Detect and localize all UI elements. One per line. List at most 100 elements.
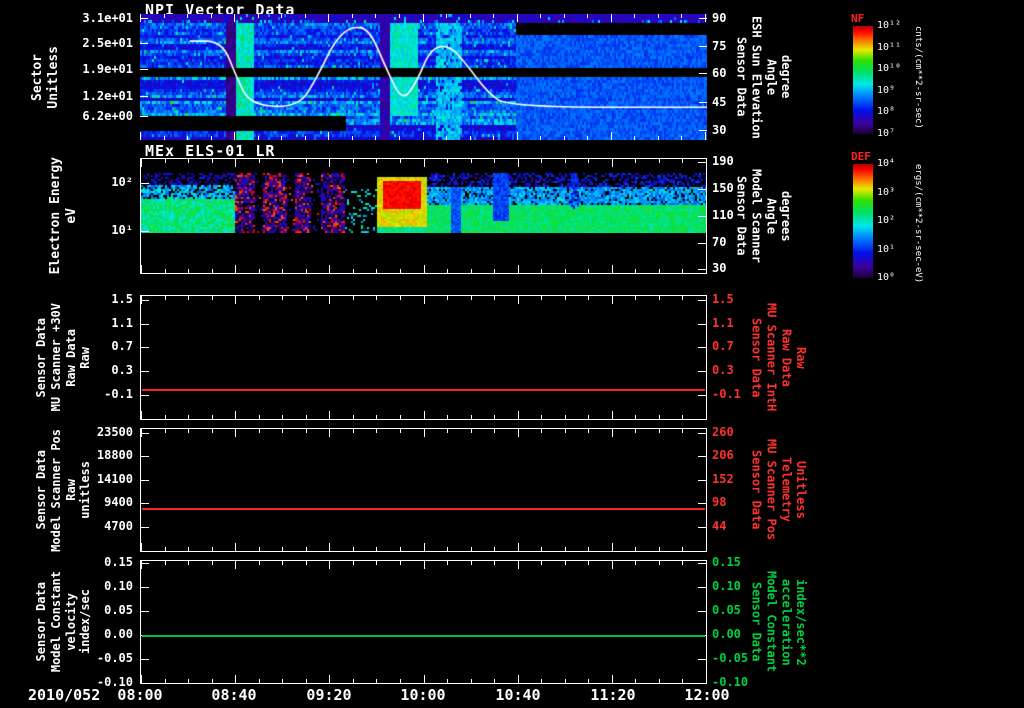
y-tick-mark <box>141 658 149 660</box>
y-tick-label-left: 1.1 <box>111 315 133 330</box>
y-tick-mark <box>140 17 148 19</box>
y-tick-label-right: 90 <box>712 10 727 25</box>
y-tick-mark <box>141 347 149 349</box>
x-tick-mark <box>376 269 378 273</box>
x-tick-mark <box>564 561 566 565</box>
x-tick-mark <box>352 561 354 565</box>
y-tick-label-right: 0.3 <box>712 363 734 377</box>
y-tick-mark <box>141 371 149 372</box>
colorbar-tick-label: 10³ <box>877 186 896 198</box>
x-tick-mark <box>141 543 142 551</box>
x-tick-mark <box>517 296 519 304</box>
x-tick-mark <box>188 296 190 300</box>
y-tick-label-right: -0.1 <box>712 386 741 401</box>
x-tick-mark <box>188 429 190 433</box>
x-tick-mark <box>541 429 543 433</box>
x-tick-mark <box>611 561 613 569</box>
panel1-rlabel-line: degree <box>779 55 794 99</box>
x-tick-mark <box>164 547 166 551</box>
x-tick-mark <box>140 14 141 22</box>
y-tick-label-right: 45 <box>712 95 727 110</box>
x-tick-mark <box>376 547 378 551</box>
x-tick-mark <box>658 415 660 419</box>
x-tick-mark <box>470 415 472 419</box>
x-tick-mark <box>188 269 190 273</box>
data-line <box>142 635 705 637</box>
panel1-rlabel-line: Angle <box>764 58 779 96</box>
x-tick-mark <box>564 415 566 419</box>
x-tick-mark <box>658 561 660 565</box>
y-tick-label-left: 1.9e+01 <box>82 62 133 77</box>
x-tick-mark <box>517 159 519 167</box>
y-tick-label-right: 206 <box>712 448 734 463</box>
x-tick-mark <box>305 679 307 683</box>
y-tick-label-right: 0.05 <box>712 603 741 618</box>
x-tick-mark <box>541 159 543 163</box>
y-tick-mark <box>141 587 149 589</box>
y-tick-mark <box>140 95 148 97</box>
y-tick-label-left: 6.2e+00 <box>82 109 133 124</box>
y-tick-label-right: 75 <box>712 38 727 53</box>
y-tick-mark <box>141 299 149 301</box>
x-tick-mark <box>352 679 354 683</box>
x-tick-mark <box>141 159 142 167</box>
colorbar-tick-label: 10⁴ <box>877 158 896 169</box>
x-tick-mark <box>398 14 400 18</box>
x-tick-mark <box>328 132 330 140</box>
x-tick-mark <box>563 136 565 140</box>
y-tick-mark <box>698 526 706 528</box>
x-tick-mark <box>635 269 637 273</box>
panel2-right-axis-label: Sensor Data Model Scanner Angle degrees <box>733 158 793 274</box>
y-tick-label-right: 30 <box>712 261 727 276</box>
y-tick-label-right: 190 <box>712 154 734 169</box>
x-tick-mark <box>611 265 613 273</box>
x-tick-mark <box>516 14 518 22</box>
x-tick-mark <box>187 136 189 140</box>
x-tick-mark <box>470 296 472 300</box>
x-tick-mark <box>235 561 237 569</box>
x-tick-mark <box>446 14 448 18</box>
y-tick-label-right: 1.1 <box>712 315 734 330</box>
colorbar-nf-units: cnts/(cm**2-sr-sec) <box>913 26 923 129</box>
x-tick-mark <box>352 159 354 163</box>
x-tick-mark <box>611 543 613 551</box>
x-tick-mark <box>517 265 519 273</box>
x-tick-mark <box>706 429 707 437</box>
x-tick-mark <box>705 132 706 140</box>
x-tick-mark <box>706 265 707 273</box>
x-tick-mark <box>141 296 142 304</box>
y-tick-mark <box>140 42 148 44</box>
x-tick-mark <box>352 296 354 300</box>
x-tick-mark <box>375 136 377 140</box>
x-tick-mark <box>328 14 330 22</box>
panel5-ylabel-line: Sensor Data <box>33 582 48 662</box>
x-tick-mark <box>422 132 424 140</box>
panel3-rlabel-line: Raw <box>794 346 809 369</box>
x-tick-mark <box>564 296 566 300</box>
x-tick-mark <box>210 14 212 18</box>
x-tick-mark <box>494 547 496 551</box>
x-tick-mark <box>141 265 142 273</box>
x-tick-mark <box>211 415 213 419</box>
x-tick-mark <box>516 132 518 140</box>
panel1-rlabel-line: Sensor Data <box>734 37 749 117</box>
x-tick-mark <box>422 14 424 22</box>
colorbar-def: DEF ergs/(cm**2-sr-sec-eV) 10⁴ 10³ 10² 10¹ 1… <box>851 150 951 286</box>
x-tick-mark <box>588 159 590 163</box>
x-tick-mark <box>494 415 496 419</box>
x-tick-mark <box>611 411 613 419</box>
x-tick-mark <box>541 547 543 551</box>
x-tick-mark <box>376 561 378 565</box>
x-tick-mark <box>399 561 401 565</box>
x-tick-mark <box>234 132 236 140</box>
x-tick-mark <box>494 429 496 433</box>
x-tick-mark <box>281 14 283 18</box>
x-tick-mark <box>140 132 141 140</box>
x-tick-mark <box>423 543 425 551</box>
panel5-ylabel-line: index/sec <box>78 589 93 655</box>
x-tick-mark <box>257 136 259 140</box>
x-tick-mark <box>423 296 425 304</box>
x-tick-mark <box>351 136 353 140</box>
colorbar-def-bar <box>853 164 873 278</box>
x-tick-mark <box>469 14 471 18</box>
